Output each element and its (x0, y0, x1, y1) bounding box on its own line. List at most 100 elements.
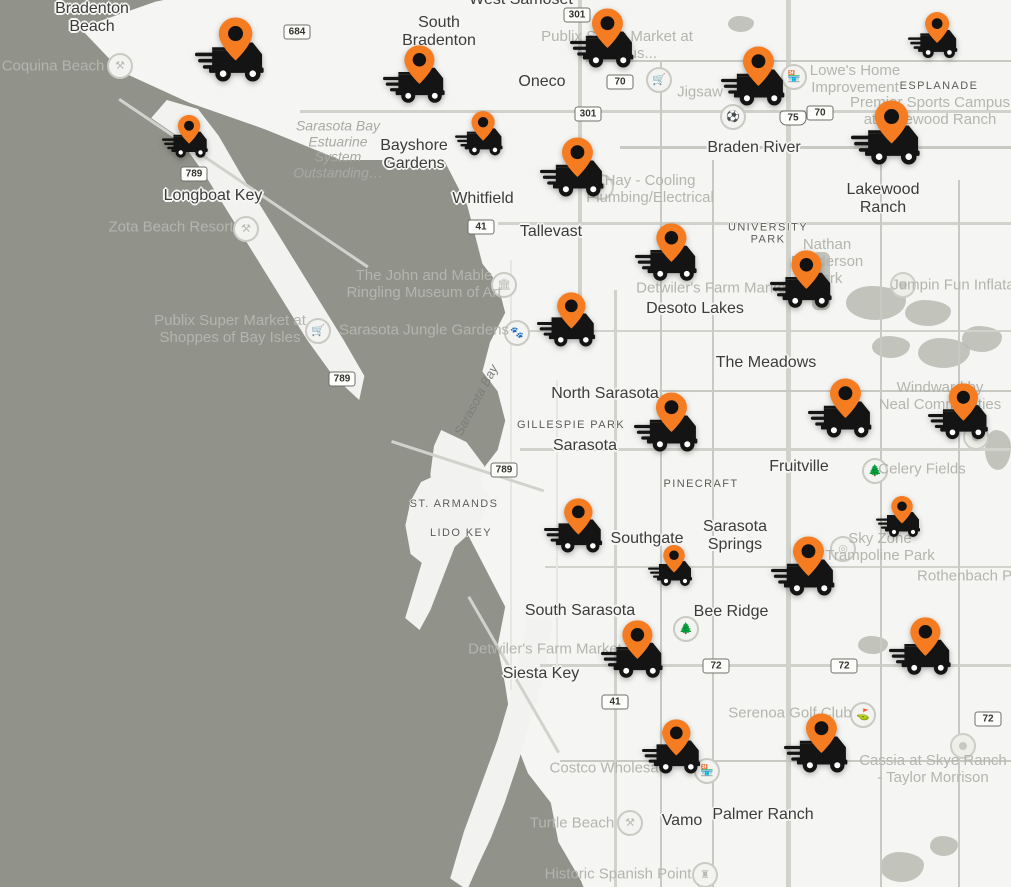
map-pin (909, 617, 941, 656)
truck-marker-13[interactable] (633, 391, 706, 457)
beach-icon[interactable]: ⚒ (617, 810, 643, 836)
highway-shield[interactable]: 75 (779, 110, 807, 126)
zoo-paw-icon[interactable]: 🐾 (504, 320, 530, 346)
map-pin (948, 383, 978, 421)
road-minor-h (586, 60, 1011, 62)
truck-marker-7[interactable] (161, 114, 214, 162)
highway-shield[interactable]: 301 (563, 7, 591, 23)
map-pin (177, 115, 201, 144)
road-sr72-clark (540, 664, 1011, 667)
map-pin (403, 45, 435, 84)
road-minor-h2 (600, 390, 1011, 392)
park-blob (905, 300, 951, 326)
map-pin (561, 137, 593, 177)
highway-shield[interactable]: 70 (606, 74, 634, 90)
golf-icon[interactable]: ⛳ (850, 702, 876, 728)
truck-marker-1[interactable] (195, 16, 273, 88)
highway-shield[interactable]: 684 (283, 24, 311, 40)
truck-marker-21[interactable] (888, 616, 959, 680)
highway-shield[interactable]: 72 (974, 711, 1002, 727)
map-pin (661, 718, 691, 756)
highway-shield[interactable]: 301 (574, 106, 602, 122)
truck-marker-11[interactable] (769, 249, 840, 313)
poi-label: Coquina Beach (1, 57, 105, 75)
truck-marker-14[interactable] (807, 377, 880, 443)
road-fruitville-rd (520, 448, 1011, 451)
truck-marker-16[interactable] (543, 497, 610, 558)
resort-icon[interactable]: ⚒ (233, 216, 259, 242)
road-us41-tamiami (614, 290, 617, 887)
highway-shield[interactable]: 789 (490, 462, 518, 478)
truck-marker-9[interactable] (539, 136, 612, 202)
truck-marker-15[interactable] (927, 382, 996, 445)
sports-icon[interactable]: ⚽ (720, 104, 746, 130)
shopping-cart-icon[interactable]: 🛒 (305, 318, 331, 344)
trampoline-icon[interactable]: ◎ (830, 536, 856, 562)
map-pin (875, 100, 909, 144)
map-pin (924, 12, 950, 44)
map-pin (742, 46, 774, 86)
road-i75 (786, 0, 791, 887)
map-pin (556, 291, 586, 329)
park-ring-icon[interactable] (890, 272, 916, 298)
map-pin (891, 496, 913, 524)
road-university-pkwy (498, 222, 1011, 225)
map-pin (655, 223, 687, 262)
poi-label: The John and Mable Ringling Museum of Ar… (346, 267, 502, 301)
museum-icon[interactable]: 🏛 (491, 272, 517, 298)
road-bee-ridge-rd (545, 566, 1011, 568)
truck-marker-17[interactable] (648, 544, 698, 590)
truck-marker-22[interactable] (641, 718, 708, 779)
map-pin (471, 111, 495, 141)
beach-icon[interactable]: ⚒ (107, 53, 133, 79)
road-east-road (958, 180, 960, 887)
map-pin (792, 536, 824, 576)
shopping-cart-icon[interactable]: 🛒 (646, 67, 672, 93)
highway-shield[interactable]: 72 (702, 658, 730, 674)
truck-marker-12[interactable] (536, 291, 603, 352)
truck-marker-20[interactable] (600, 619, 671, 683)
highway-shield[interactable]: 41 (601, 694, 629, 710)
road-17th-st (512, 330, 1011, 332)
highway-shield[interactable]: 72 (830, 658, 858, 674)
map-pin (805, 713, 837, 753)
poi-label: Zota Beach Resort (108, 218, 234, 236)
map-pin (219, 17, 253, 61)
park-tree-icon[interactable]: 🌲 (673, 616, 699, 642)
truck-marker-4[interactable] (720, 45, 793, 111)
map-pin (829, 378, 861, 418)
map-pin (790, 250, 822, 289)
historic-site-icon[interactable]: ♜ (692, 862, 718, 887)
map-pin (591, 8, 623, 48)
road-lakewood-ranch-blvd (880, 120, 882, 887)
poi-label: Sarasota Jungle Gardens (338, 321, 510, 339)
highway-shield[interactable]: 789 (180, 166, 208, 182)
road-connector (620, 146, 1011, 149)
park-blob (880, 852, 924, 882)
park-blob (930, 836, 958, 856)
truck-marker-23[interactable] (783, 712, 856, 778)
park-tree-icon[interactable]: 🌲 (862, 458, 888, 484)
truck-marker-8[interactable] (454, 110, 509, 160)
truck-marker-3[interactable] (569, 7, 642, 73)
store-icon[interactable]: 🏪 (781, 64, 807, 90)
truck-marker-2[interactable] (382, 44, 453, 108)
map-pin (663, 545, 685, 573)
road-lockwood-ridge (660, 60, 662, 887)
truck-marker-6[interactable] (851, 99, 929, 171)
highway-shield[interactable]: 41 (467, 219, 495, 235)
truck-marker-10[interactable] (634, 222, 705, 286)
highway-shield[interactable]: 789 (328, 371, 356, 387)
map-pin (563, 497, 593, 535)
poi-label: Publix Super Market at Shoppes of Bay Is… (154, 312, 306, 346)
park-blob (728, 16, 754, 32)
truck-marker-19[interactable] (770, 535, 843, 601)
road-honore-ave (712, 160, 714, 887)
truck-marker-18[interactable] (876, 495, 926, 541)
park-ring-icon[interactable] (950, 733, 976, 759)
map-pin (655, 392, 687, 432)
highway-shield[interactable]: 70 (806, 105, 834, 121)
map-pin (621, 620, 653, 659)
truck-marker-5[interactable] (907, 11, 964, 63)
